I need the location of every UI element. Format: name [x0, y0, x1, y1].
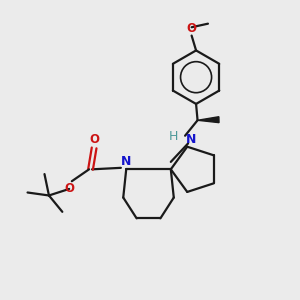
Text: O: O: [89, 133, 99, 146]
Text: O: O: [65, 182, 75, 195]
Polygon shape: [198, 117, 219, 123]
Text: N: N: [121, 155, 131, 168]
Text: H: H: [168, 130, 178, 143]
Text: O: O: [187, 22, 196, 35]
Text: N: N: [186, 133, 196, 146]
